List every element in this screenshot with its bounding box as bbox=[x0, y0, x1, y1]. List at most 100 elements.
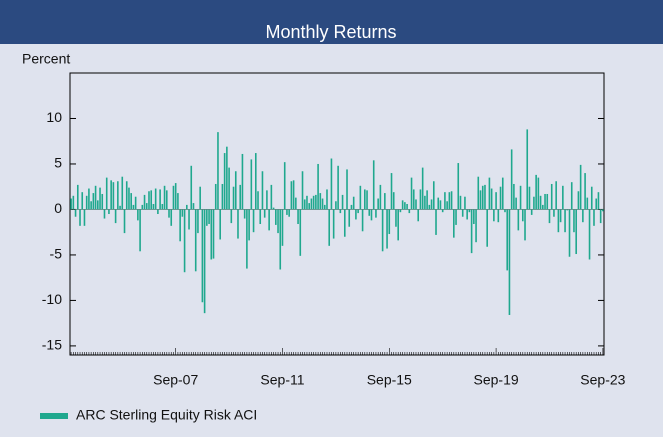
bar bbox=[308, 203, 310, 210]
bar bbox=[277, 209, 279, 234]
bar bbox=[212, 209, 215, 259]
bar bbox=[395, 209, 397, 227]
bar bbox=[370, 209, 373, 221]
bar bbox=[252, 209, 255, 233]
bar bbox=[501, 177, 504, 210]
bar bbox=[597, 192, 600, 210]
bar bbox=[241, 153, 244, 210]
bar bbox=[170, 209, 173, 226]
bar bbox=[192, 203, 195, 210]
bar bbox=[290, 181, 293, 210]
bar bbox=[513, 183, 515, 210]
bar bbox=[564, 209, 566, 233]
bar bbox=[464, 196, 466, 210]
x-tick-label: Sep-23 bbox=[580, 372, 625, 388]
bar bbox=[248, 209, 250, 241]
bar bbox=[526, 129, 529, 210]
bar bbox=[415, 199, 417, 210]
bar bbox=[504, 209, 506, 213]
bar bbox=[199, 186, 201, 210]
bar bbox=[201, 209, 204, 303]
bar bbox=[479, 190, 482, 210]
bar bbox=[557, 209, 560, 233]
bar bbox=[508, 209, 511, 315]
bar bbox=[488, 177, 491, 210]
bar bbox=[112, 182, 115, 210]
bar bbox=[226, 146, 228, 210]
bar bbox=[555, 181, 557, 210]
bar bbox=[348, 209, 351, 227]
bar bbox=[562, 185, 564, 210]
bar bbox=[261, 171, 264, 210]
bar bbox=[323, 204, 326, 210]
bar bbox=[154, 188, 157, 210]
bar bbox=[295, 197, 297, 210]
bar bbox=[335, 201, 337, 210]
bar bbox=[455, 209, 457, 225]
bar bbox=[499, 186, 502, 210]
bar bbox=[575, 209, 577, 255]
bar bbox=[72, 195, 75, 210]
bar bbox=[246, 209, 248, 269]
bar bbox=[417, 209, 420, 222]
bar bbox=[343, 209, 346, 237]
x-tick-label: Sep-15 bbox=[367, 372, 412, 388]
bar bbox=[437, 197, 440, 210]
bar bbox=[148, 191, 150, 210]
bar bbox=[524, 209, 526, 241]
bar bbox=[377, 198, 379, 210]
bar bbox=[108, 209, 110, 214]
bar bbox=[421, 167, 424, 210]
bar bbox=[468, 209, 471, 213]
y-tick-label: -5 bbox=[50, 246, 63, 262]
bar bbox=[275, 209, 277, 225]
bar bbox=[179, 209, 181, 242]
bar bbox=[330, 158, 333, 210]
bar bbox=[441, 209, 444, 213]
bar bbox=[408, 209, 411, 214]
bar bbox=[92, 193, 95, 210]
bar bbox=[573, 209, 575, 233]
bar bbox=[372, 160, 375, 210]
bar bbox=[219, 209, 221, 240]
bar bbox=[279, 209, 282, 270]
bar bbox=[346, 169, 348, 210]
bar bbox=[203, 209, 206, 314]
bar bbox=[134, 196, 137, 210]
bar bbox=[450, 191, 453, 210]
legend-swatch bbox=[40, 413, 68, 419]
bar bbox=[210, 209, 213, 260]
bar bbox=[432, 181, 435, 210]
bar bbox=[390, 173, 393, 210]
bar bbox=[542, 204, 544, 210]
bar bbox=[299, 209, 302, 256]
bar bbox=[424, 195, 426, 210]
bar bbox=[550, 183, 553, 210]
bar bbox=[306, 195, 308, 210]
bar bbox=[477, 176, 480, 210]
bar bbox=[535, 174, 537, 210]
bar bbox=[495, 192, 497, 210]
bar bbox=[357, 209, 359, 214]
bar bbox=[117, 181, 119, 210]
bar bbox=[163, 185, 166, 210]
chart-title: Monthly Returns bbox=[265, 22, 396, 42]
bar bbox=[137, 209, 139, 221]
bar bbox=[350, 204, 353, 210]
bar bbox=[110, 180, 112, 210]
bar bbox=[444, 192, 446, 210]
bar bbox=[337, 165, 339, 210]
bar bbox=[281, 209, 284, 246]
bar bbox=[232, 186, 235, 210]
y-axis-label: Percent bbox=[22, 51, 70, 67]
y-tick-label: 0 bbox=[54, 200, 62, 216]
bar bbox=[375, 209, 377, 218]
bar bbox=[602, 209, 604, 212]
bar bbox=[506, 209, 509, 271]
bar bbox=[301, 171, 304, 210]
bar bbox=[157, 209, 159, 214]
bar bbox=[165, 190, 168, 210]
bar bbox=[537, 177, 540, 210]
